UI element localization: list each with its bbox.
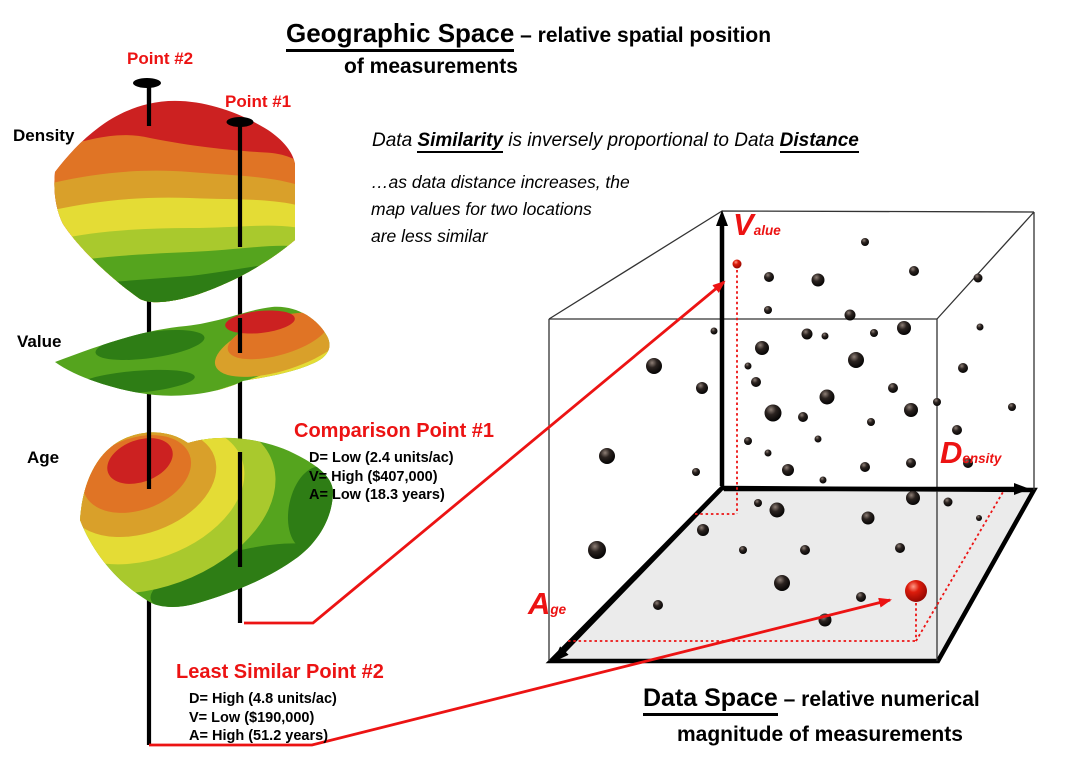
data-point bbox=[774, 575, 790, 591]
data-point bbox=[861, 238, 869, 246]
data-point bbox=[744, 437, 752, 445]
data-point bbox=[909, 266, 919, 276]
data-point bbox=[976, 515, 982, 521]
data-point bbox=[973, 273, 983, 283]
distance-word: Distance bbox=[779, 130, 859, 153]
data-point bbox=[867, 418, 875, 426]
data-point bbox=[1008, 403, 1016, 411]
data-point bbox=[692, 468, 700, 476]
age-map-label: Age bbox=[27, 448, 60, 467]
similarity-statement: Data Similarity is inversely proportiona… bbox=[372, 130, 859, 153]
pin-head-point1 bbox=[226, 117, 254, 127]
data-point bbox=[697, 524, 709, 536]
data-point bbox=[906, 491, 920, 505]
data-point bbox=[943, 497, 953, 507]
data-point bbox=[653, 600, 663, 610]
comparison-age-value: A= Low (18.3 years) bbox=[309, 487, 445, 503]
density-map-label: Density bbox=[13, 126, 75, 145]
data-point bbox=[856, 592, 866, 602]
data-point bbox=[755, 341, 769, 355]
comparison-point1-dot bbox=[732, 259, 742, 269]
data-point bbox=[895, 543, 905, 553]
dataspace-title-line2: magnitude of measurements bbox=[677, 723, 963, 746]
data-point bbox=[744, 362, 752, 370]
data-point bbox=[764, 404, 782, 422]
data-point bbox=[861, 511, 875, 525]
data-point bbox=[588, 541, 606, 559]
data-point bbox=[904, 403, 918, 417]
scatter-points bbox=[588, 238, 1016, 627]
data-point bbox=[801, 328, 813, 340]
least-similar-point2-dot bbox=[905, 580, 927, 602]
value-surface-map bbox=[55, 306, 330, 396]
data-point bbox=[769, 502, 785, 518]
data-point bbox=[976, 323, 984, 331]
cube-floor bbox=[545, 485, 1038, 664]
comparison-point1-values: D= Low (2.4 units/ac) V= High ($407,000)… bbox=[309, 449, 454, 505]
data-point bbox=[888, 383, 898, 393]
data-point bbox=[814, 435, 822, 443]
data-point bbox=[906, 458, 916, 468]
data-point bbox=[754, 499, 762, 507]
title-line2: of measurements bbox=[344, 55, 518, 78]
data-point bbox=[819, 476, 827, 484]
data-point bbox=[751, 377, 761, 387]
pin-overlays bbox=[146, 84, 243, 567]
data-point bbox=[897, 321, 911, 335]
title-line1: Geographic Space – relative spatial posi… bbox=[286, 18, 771, 52]
data-point bbox=[848, 352, 864, 368]
comparison-point1-title: Comparison Point #1 bbox=[294, 420, 495, 442]
data-point bbox=[844, 309, 856, 321]
data-point bbox=[710, 327, 718, 335]
comparison-value-value: V= High ($407,000) bbox=[309, 468, 438, 485]
data-point bbox=[963, 458, 973, 468]
point2-label: Point #2 bbox=[127, 49, 194, 68]
data-point bbox=[764, 306, 772, 314]
least-value-value: V= Low ($190,000) bbox=[189, 709, 315, 726]
data-point bbox=[798, 412, 808, 422]
data-point bbox=[782, 464, 794, 476]
data-point bbox=[860, 462, 870, 472]
value-map-label: Value bbox=[17, 332, 62, 351]
least-age-value: A= High (51.2 years) bbox=[189, 728, 329, 744]
title-geographic-space: Geographic Space bbox=[286, 18, 515, 52]
data-point bbox=[958, 363, 968, 373]
comparison-density-value: D= Low (2.4 units/ac) bbox=[309, 450, 454, 466]
data-point bbox=[821, 332, 829, 340]
point1-label: Point #1 bbox=[225, 92, 292, 111]
note-text: …as data distance increases, the map val… bbox=[371, 172, 630, 246]
comparison-point1-arrow bbox=[244, 280, 726, 625]
similarity-word: Similarity bbox=[417, 130, 503, 153]
data-point bbox=[870, 329, 878, 337]
connector-arrows bbox=[149, 280, 892, 747]
data-point bbox=[739, 546, 747, 554]
projection-lines bbox=[568, 270, 1004, 642]
data-point bbox=[952, 425, 962, 435]
least-similar-point2-values: D= High (4.8 units/ac) V= Low ($190,000)… bbox=[189, 690, 337, 746]
least-density-value: D= High (4.8 units/ac) bbox=[189, 691, 337, 707]
pin-head-point2 bbox=[133, 78, 161, 88]
data-point bbox=[696, 382, 708, 394]
least-similar-point2-title: Least Similar Point #2 bbox=[176, 661, 384, 683]
data-point bbox=[764, 449, 772, 457]
dataspace-title-line1: Data Space – relative numerical bbox=[643, 684, 980, 716]
data-space-cube bbox=[545, 210, 1038, 664]
data-point bbox=[764, 272, 774, 282]
data-point bbox=[599, 448, 615, 464]
dataspace-title: Data Space bbox=[643, 684, 778, 716]
data-point bbox=[933, 398, 941, 406]
data-point bbox=[800, 545, 810, 555]
age-axis bbox=[553, 488, 722, 663]
data-point bbox=[811, 273, 825, 287]
data-point bbox=[819, 389, 835, 405]
least-similar-point2-arrow bbox=[149, 597, 892, 747]
density-surface-map bbox=[54, 100, 295, 303]
data-point bbox=[646, 358, 662, 374]
